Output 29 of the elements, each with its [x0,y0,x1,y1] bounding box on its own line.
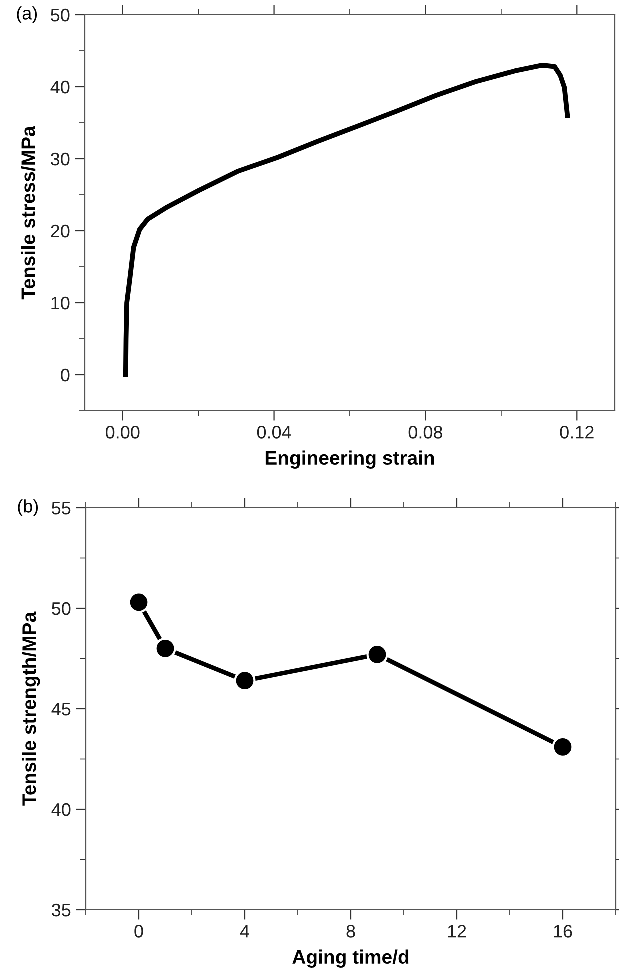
y-tick-label: 50 [52,602,71,616]
x-axis-title: Engineering strain [266,450,434,469]
y-axis-title: Tensile stress/MPa [21,126,36,300]
x-tick-label: 4 [240,925,250,938]
x-tick-label: 0.08 [408,426,442,439]
x-tick-label: 8 [346,925,356,938]
x-tick-label: 0.04 [257,426,292,439]
y-tick-label: 10 [52,296,70,310]
chart-title: (b) [18,500,38,516]
x-tick-label: 12 [448,925,466,938]
y-tick-label: 50 [51,8,70,22]
point [154,638,176,660]
y-tick-label: 55 [52,502,71,515]
x-axis-title: Aging time/d [292,950,409,968]
y-tick-label: 35 [52,904,71,917]
y-tick-label: 45 [52,703,71,716]
y-tick-label: 0 [61,368,70,382]
x-tick-label: 16 [554,925,572,938]
y-axis-title: Tensile strength/MPa [22,612,40,806]
y-tick-label: 40 [52,803,71,816]
y-tick-label: 40 [50,80,70,94]
point [128,592,150,614]
chart-title: (a) [17,6,38,24]
x-tick-label: 0.12 [560,426,594,439]
y-tick-label: 30 [51,152,70,166]
x-tick-label: 0 [134,925,144,938]
y-tick-label: 20 [51,224,70,238]
x-tick-label: 0.00 [106,426,140,439]
line-series [123,62,570,378]
